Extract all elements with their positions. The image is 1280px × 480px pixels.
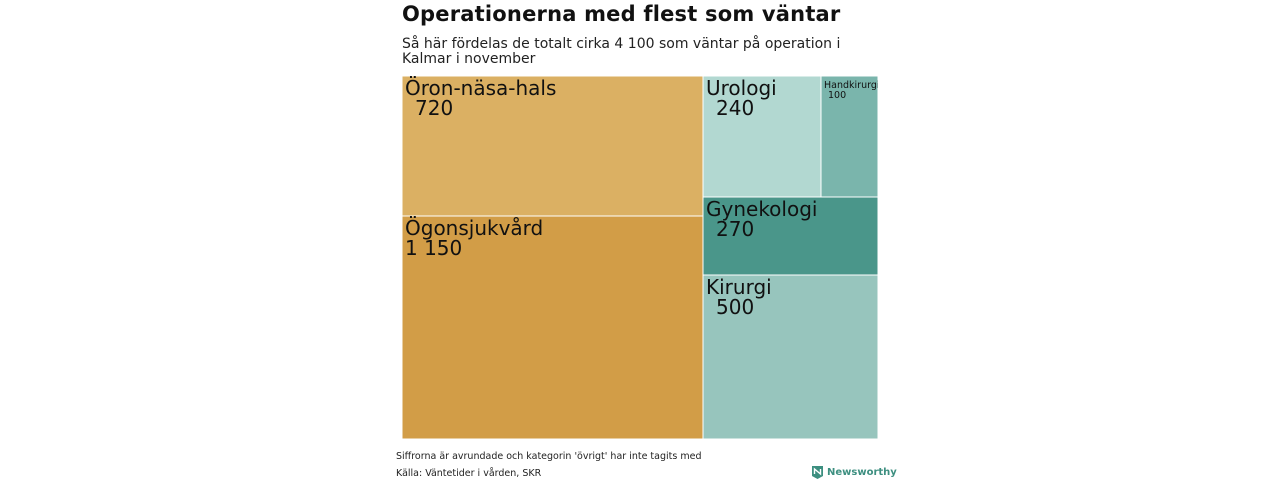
treemap-rect <box>820 76 878 198</box>
treemap-rect <box>702 274 878 439</box>
treemap-value-label: 720 <box>415 96 453 120</box>
chart-subtitle: Så här fördelas de totalt cirka 4 100 so… <box>402 36 841 67</box>
newsworthy-brand: Newsworthy <box>812 466 897 479</box>
treemap-label: Ögonsjukvård <box>405 216 543 240</box>
treemap-rect <box>402 215 704 439</box>
treemap-value-label: 100 <box>828 90 846 101</box>
chart-title: Operationerna med flest som väntar <box>402 2 841 26</box>
treemap-rect <box>702 76 822 198</box>
treemap-value-label: 240 <box>716 96 754 120</box>
newsworthy-logo-icon <box>812 466 823 479</box>
treemap-label: Öron-näsa-hals <box>405 76 556 100</box>
brand-label: Newsworthy <box>827 467 897 478</box>
treemap-value-label: 270 <box>716 217 754 241</box>
treemap-rect <box>402 76 704 217</box>
treemap-rect <box>702 196 878 276</box>
treemap-value-label: 500 <box>716 295 754 319</box>
treemap-label: Gynekologi <box>706 197 817 221</box>
footnote: Siffrorna är avrundade och kategorin 'öv… <box>396 451 702 462</box>
treemap-label: Kirurgi <box>706 275 772 299</box>
source-note: Källa: Väntetider i vården, SKR <box>396 468 542 479</box>
treemap-label: Urologi <box>706 76 777 100</box>
treemap-value-label: 1 150 <box>405 236 462 260</box>
treemap-label: Handkirurgi <box>824 80 878 91</box>
